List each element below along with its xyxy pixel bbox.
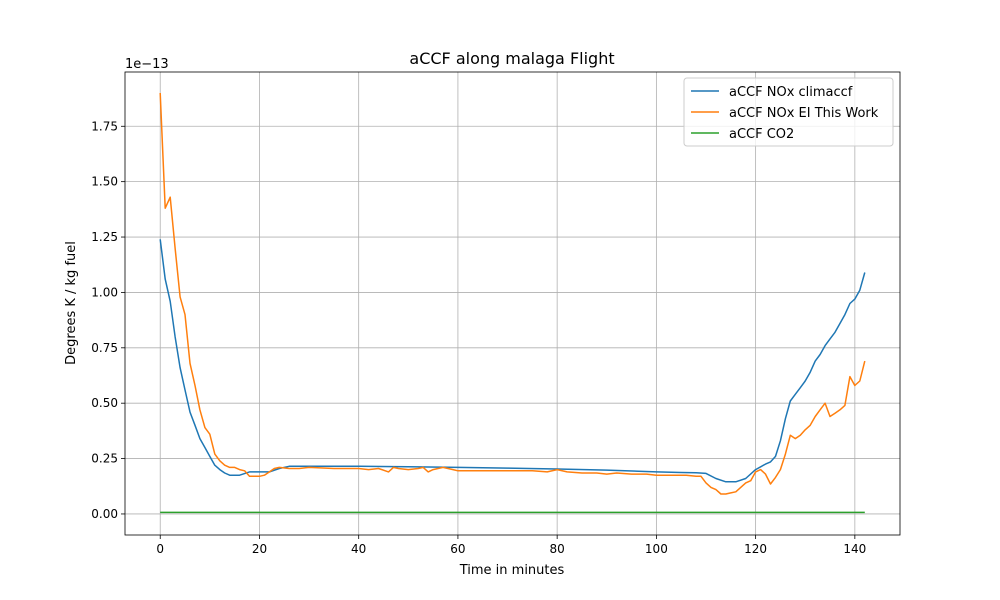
y-tick-label: 1.00 [91, 285, 118, 299]
legend: aCCF NOx climaccf aCCF NOx EI This Work aC… [683, 77, 894, 147]
y-tick-label: 1.75 [91, 119, 118, 133]
legend-label: aCCF CO2 [729, 127, 794, 142]
y-tick-label: 0.25 [91, 452, 118, 466]
x-axis-label: Time in minutes [459, 563, 565, 578]
y-tick-label: 0.75 [91, 341, 118, 355]
x-ticks: 0 20 40 60 80 100 120 140 [156, 535, 866, 556]
x-tick-label: 140 [843, 542, 866, 556]
series-line [159, 92, 866, 495]
y-tick-label: 1.25 [91, 230, 118, 244]
axes-frame [124, 71, 901, 536]
plot-lines [159, 92, 866, 514]
y-tick-label: 0.00 [91, 507, 118, 521]
x-tick-label: 0 [156, 542, 164, 556]
x-tick-label: 100 [645, 542, 668, 556]
x-tick-label: 20 [252, 542, 267, 556]
x-tick-label: 60 [450, 542, 465, 556]
y-axis-label: Degrees K / kg fuel [64, 241, 79, 365]
legend-label: aCCF NOx climaccf [729, 85, 853, 100]
x-tick-label: 80 [550, 542, 565, 556]
y-tick-label: 1.50 [91, 175, 118, 189]
y-tick-label: 0.50 [91, 396, 118, 410]
legend-frame [683, 77, 894, 147]
chart-title: aCCF along malaga Flight [409, 49, 614, 68]
x-tick-label: 120 [744, 542, 767, 556]
series-line [159, 239, 866, 483]
grid [125, 72, 900, 535]
legend-label: aCCF NOx EI This Work [729, 106, 879, 121]
y-offset-label: 1e−13 [125, 57, 169, 72]
x-tick-label: 40 [351, 542, 366, 556]
y-ticks: 0.00 0.25 0.50 0.75 1.00 1.25 1.50 1.75 [91, 119, 125, 521]
